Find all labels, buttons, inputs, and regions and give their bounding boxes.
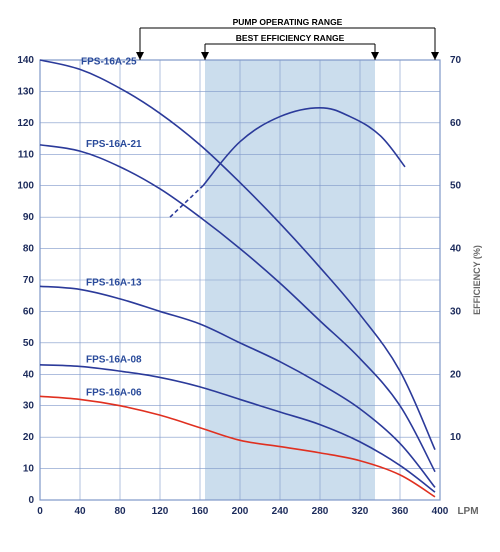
series-label: FPS-16A-08 [86,354,142,365]
best-efficiency-range-label: BEST EFFICIENCY RANGE [236,33,345,43]
y-left-tick: 110 [18,149,35,160]
series-label: FPS-16A-06 [86,387,142,398]
y-right-tick: 60 [450,118,462,129]
x-tick: 280 [312,506,329,517]
y-left-tick: 0 [28,495,34,506]
y-right-label: EFFICIENCY (%) [472,245,482,315]
y-left-tick: 60 [23,306,35,317]
x-tick: 80 [114,506,126,517]
y-left-tick: 30 [23,401,35,412]
x-tick: 120 [152,506,169,517]
y-left-tick: 90 [23,212,35,223]
y-left-tick: 20 [23,432,35,443]
x-tick: 160 [192,506,209,517]
y-right-tick: 30 [450,306,462,317]
series-label: FPS-16A-21 [86,139,142,150]
y-left-tick: 50 [23,338,35,349]
x-tick: 40 [74,506,86,517]
x-tick: 200 [232,506,249,517]
x-unit-label: LPM [457,506,478,517]
x-tick: 320 [352,506,369,517]
pump-curve-chart: 0 10 20 30 40 50 60 70 80 90 100 110 120 130 140 0 40 80 1… [0,0,500,552]
y-left-tick: 70 [23,275,35,286]
y-left-tick: 10 [23,464,35,475]
x-tick: 0 [37,506,43,517]
y-right-tick: 70 [450,55,462,66]
y-left-tick: 100 [17,181,34,192]
y-right-tick: 20 [450,369,462,380]
series-label: FPS-16A-13 [86,277,142,288]
series-label: FPS-16A-25 [81,56,137,67]
pump-operating-range-label: PUMP OPERATING RANGE [233,17,343,27]
x-tick: 400 [432,506,449,517]
y-right-tick: 10 [450,432,462,443]
y-right-tick: 40 [450,244,462,255]
y-left-tick: 40 [23,369,35,380]
y-left-tick: 140 [17,55,34,66]
x-tick: 360 [392,506,409,517]
y-left-tick: 120 [17,118,34,129]
y-left-tick: 80 [23,244,35,255]
y-right-tick: 50 [450,181,462,192]
x-tick: 240 [272,506,289,517]
y-left-tick: 130 [17,86,34,97]
